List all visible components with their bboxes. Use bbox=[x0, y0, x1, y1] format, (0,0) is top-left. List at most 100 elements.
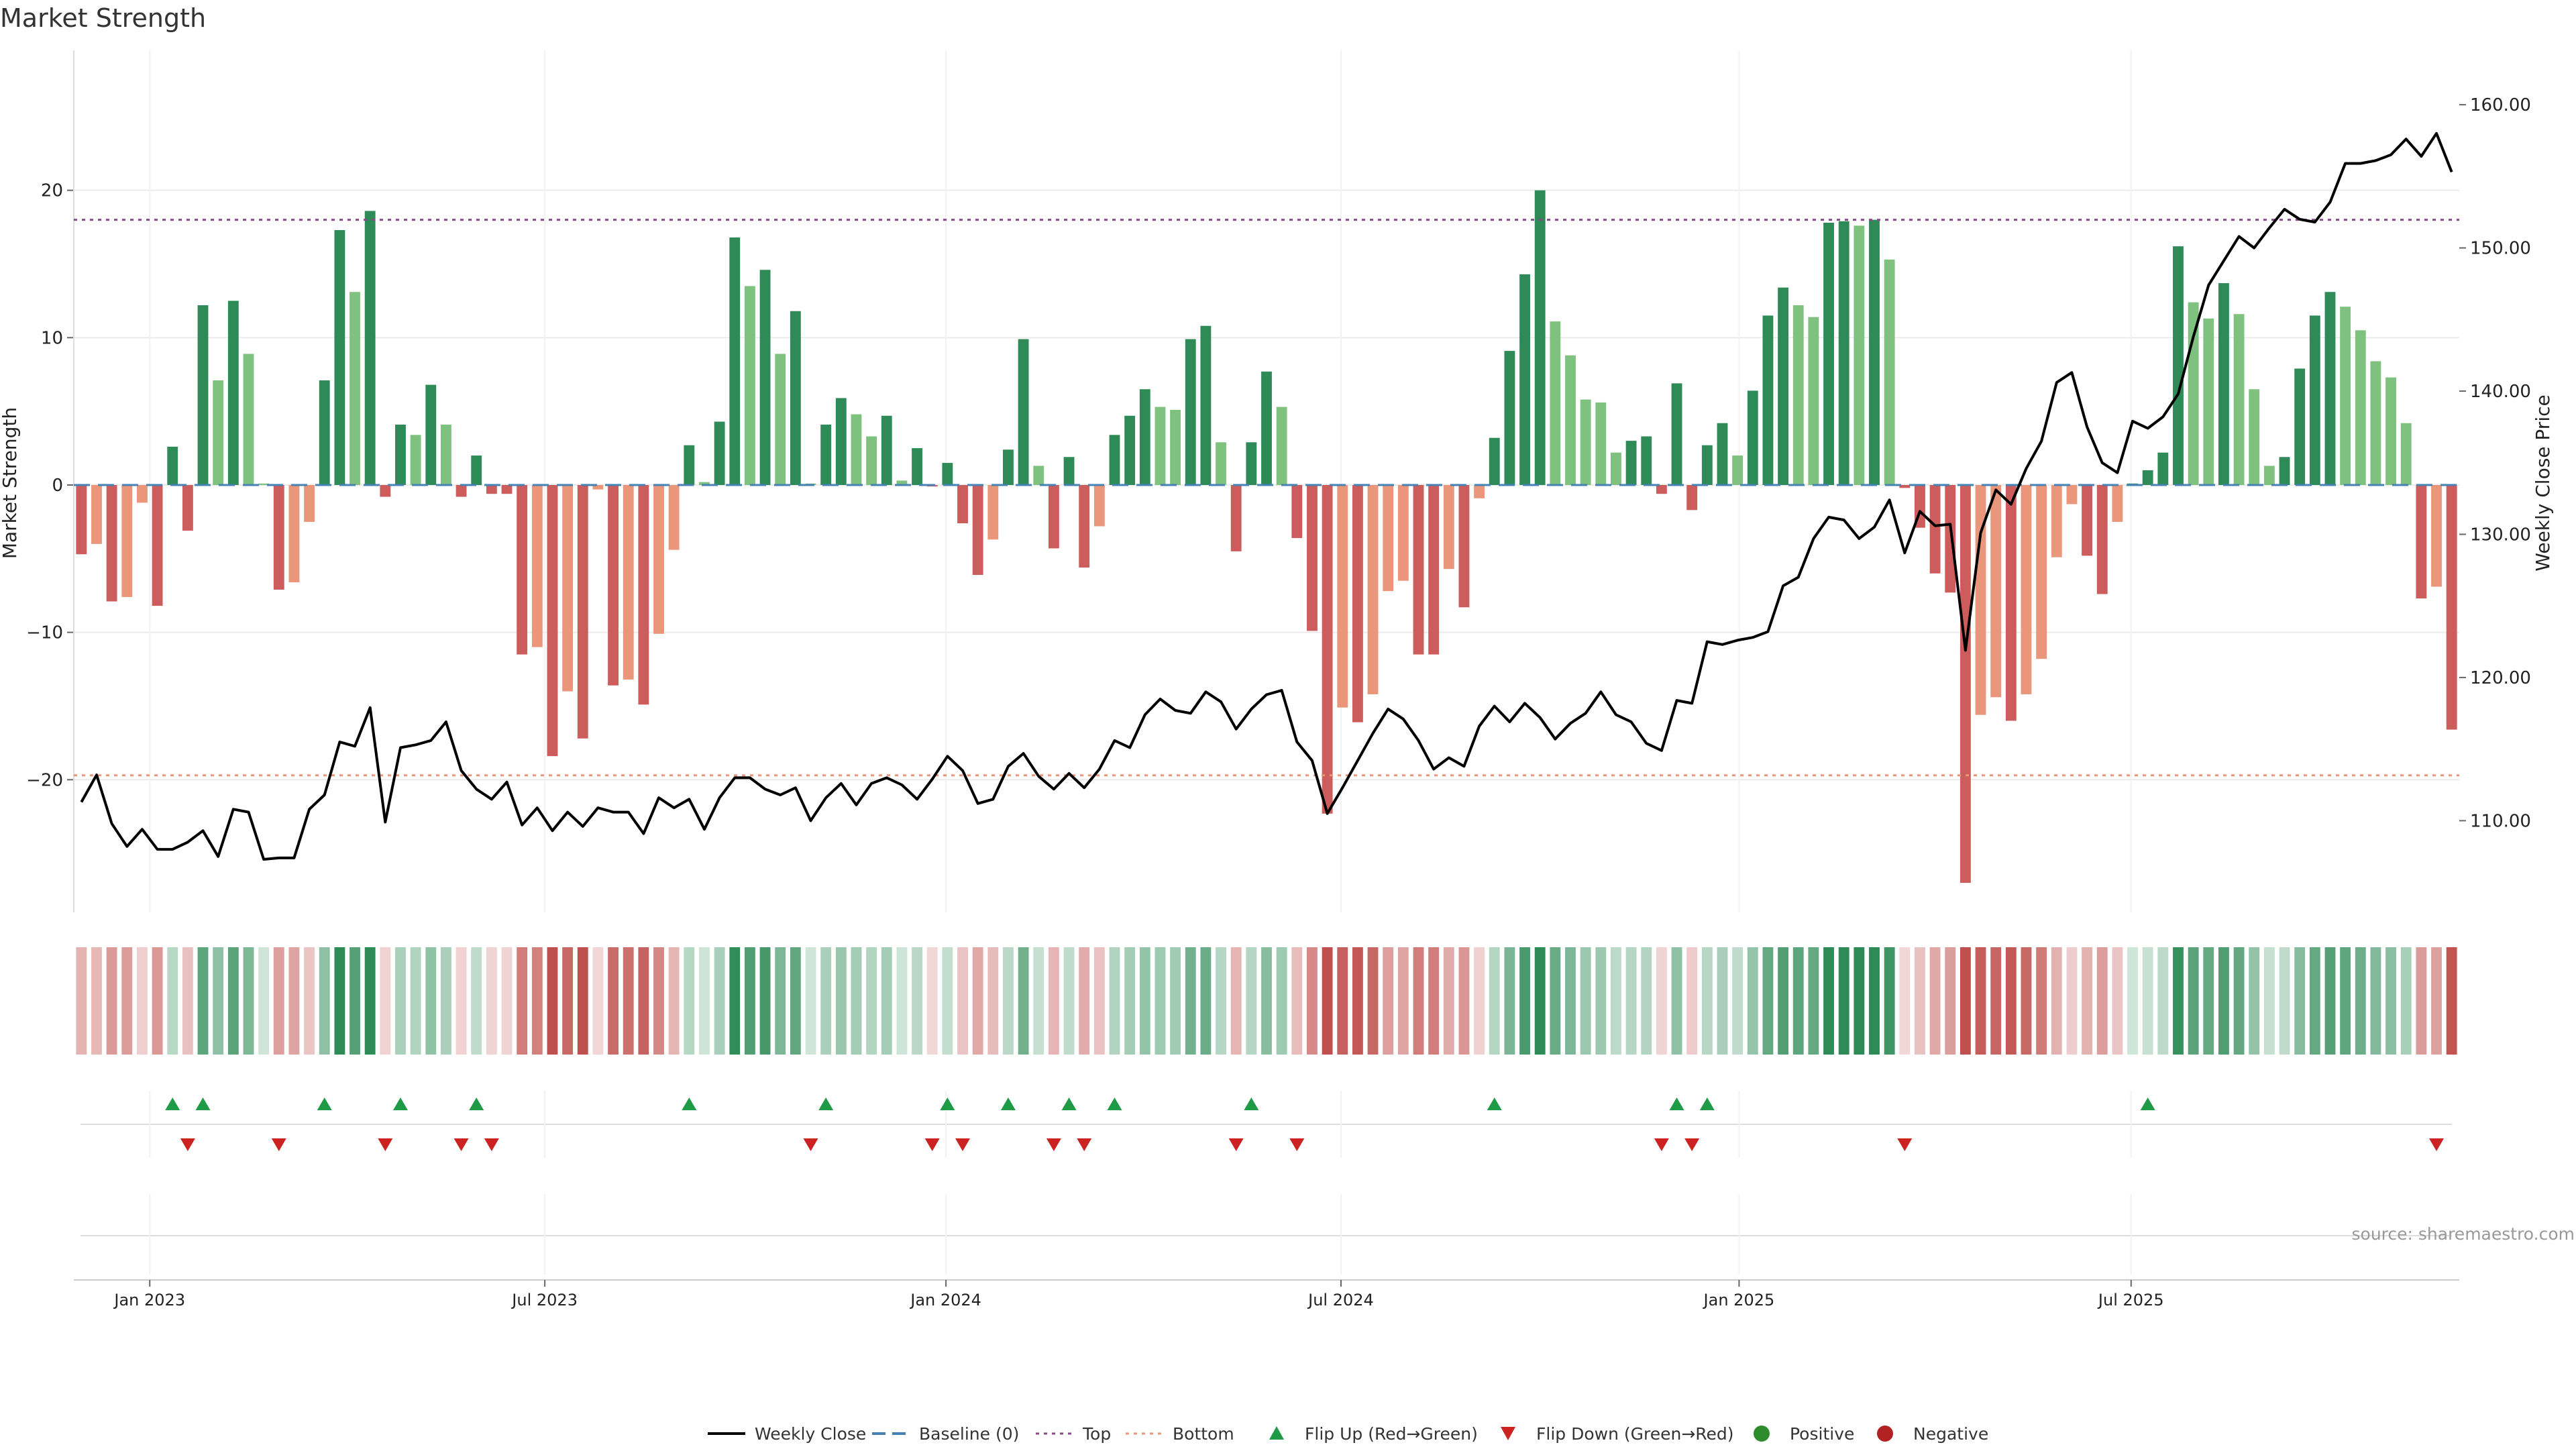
strength-bar bbox=[1519, 274, 1530, 485]
heat-cell bbox=[440, 947, 451, 1055]
heat-cell bbox=[2340, 947, 2351, 1055]
flip-up-marker bbox=[1107, 1097, 1122, 1110]
strength-bar bbox=[2249, 389, 2260, 485]
heat-cell bbox=[2355, 947, 2366, 1055]
heat-cell bbox=[1139, 947, 1150, 1055]
strength-bar bbox=[288, 484, 300, 582]
heat-cell bbox=[1093, 947, 1105, 1055]
legend-swatch bbox=[1754, 1426, 1770, 1442]
flip-up-marker bbox=[682, 1097, 697, 1110]
heat-cell bbox=[1003, 947, 1014, 1055]
strength-bar bbox=[106, 484, 117, 602]
strength-bar bbox=[699, 482, 710, 485]
heat-cell bbox=[2294, 947, 2306, 1055]
heat-cell bbox=[881, 947, 892, 1055]
heat-cell bbox=[714, 947, 725, 1055]
strength-bar bbox=[1200, 325, 1212, 485]
legend-label: Positive bbox=[1790, 1424, 1854, 1444]
strength-bar bbox=[1717, 423, 1728, 485]
strength-bar bbox=[517, 484, 528, 655]
heat-cell bbox=[1595, 947, 1607, 1055]
strength-bar bbox=[1383, 484, 1394, 592]
heat-cell bbox=[380, 947, 391, 1055]
strength-bar bbox=[76, 484, 87, 555]
heat-cell bbox=[653, 947, 664, 1055]
y2-axis-label: Weekly Close Price bbox=[2532, 394, 2554, 571]
heat-cell bbox=[258, 947, 270, 1055]
strength-bar bbox=[1063, 457, 1075, 485]
strength-bars bbox=[76, 190, 2457, 883]
strength-bar bbox=[2355, 330, 2366, 485]
strength-bar bbox=[1975, 484, 1986, 715]
flip-up-marker bbox=[1244, 1097, 1259, 1110]
flip-down-marker bbox=[803, 1138, 818, 1151]
heat-cell bbox=[2036, 947, 2047, 1055]
heat-cell bbox=[1823, 947, 1834, 1055]
heat-cell bbox=[1063, 947, 1075, 1055]
heat-cell bbox=[1686, 947, 1698, 1055]
heat-cell bbox=[121, 947, 133, 1055]
strength-bar bbox=[790, 311, 801, 485]
strength-bar bbox=[775, 354, 786, 485]
heat-cell bbox=[1276, 947, 1287, 1055]
heat-cell bbox=[501, 947, 513, 1055]
strength-bar bbox=[1216, 442, 1226, 485]
heat-cell bbox=[820, 947, 832, 1055]
heat-cell bbox=[91, 947, 102, 1055]
heat-cell bbox=[2066, 947, 2078, 1055]
heat-cell bbox=[2279, 947, 2290, 1055]
strength-bar bbox=[197, 305, 209, 485]
strength-bar bbox=[364, 211, 376, 485]
heat-cell bbox=[1778, 947, 1789, 1055]
strength-bar bbox=[425, 384, 437, 485]
strength-bar bbox=[1093, 484, 1105, 527]
heat-cell bbox=[1641, 947, 1652, 1055]
strength-bar bbox=[1686, 484, 1698, 511]
heat-cell bbox=[987, 947, 999, 1055]
strength-bar bbox=[851, 414, 862, 485]
heat-cell bbox=[577, 947, 588, 1055]
heat-cell bbox=[1428, 947, 1440, 1055]
heat-cell bbox=[896, 947, 908, 1055]
strength-bar bbox=[714, 421, 725, 485]
heat-cell bbox=[1185, 947, 1196, 1055]
flip-down-marker bbox=[378, 1138, 393, 1151]
strength-bar bbox=[866, 436, 877, 485]
heat-cell bbox=[2446, 947, 2457, 1055]
heat-cell bbox=[623, 947, 634, 1055]
reference-lines bbox=[74, 219, 2459, 777]
strength-bar bbox=[304, 484, 315, 522]
x-tick-label: Jan 2024 bbox=[909, 1291, 981, 1309]
heat-cell bbox=[638, 947, 649, 1055]
heat-cell bbox=[1869, 947, 1880, 1055]
heat-cell bbox=[1747, 947, 1758, 1055]
heat-cell bbox=[1458, 947, 1470, 1055]
heat-cell bbox=[1216, 947, 1226, 1055]
strength-bar bbox=[577, 484, 588, 739]
heat-cell bbox=[1671, 947, 1682, 1055]
strength-bar bbox=[1929, 484, 1941, 574]
strength-bar bbox=[2036, 484, 2047, 659]
strength-bar bbox=[2233, 314, 2245, 485]
strength-bar bbox=[1322, 484, 1333, 814]
y2-tick-label: 120.00 bbox=[2470, 668, 2531, 688]
strength-bar bbox=[1762, 315, 1774, 485]
heat-cell bbox=[1048, 947, 1059, 1055]
flip-up-marker bbox=[1669, 1097, 1684, 1110]
flip-down-marker bbox=[955, 1138, 971, 1151]
heat-cell bbox=[942, 947, 953, 1055]
legend-label: Baseline (0) bbox=[919, 1424, 1019, 1444]
heat-cell bbox=[2157, 947, 2169, 1055]
heat-cell bbox=[1975, 947, 1986, 1055]
strength-bar bbox=[1352, 484, 1363, 722]
flip-markers bbox=[80, 1091, 2452, 1275]
heat-cell bbox=[2127, 947, 2138, 1055]
strength-bar bbox=[258, 483, 270, 485]
flip-up-marker bbox=[940, 1097, 955, 1110]
strength-bar bbox=[896, 480, 908, 485]
strength-bar bbox=[1413, 484, 1424, 655]
heat-cell bbox=[684, 947, 695, 1055]
flip-down-marker bbox=[1289, 1138, 1305, 1151]
heat-cell bbox=[304, 947, 315, 1055]
heat-cell bbox=[1580, 947, 1591, 1055]
